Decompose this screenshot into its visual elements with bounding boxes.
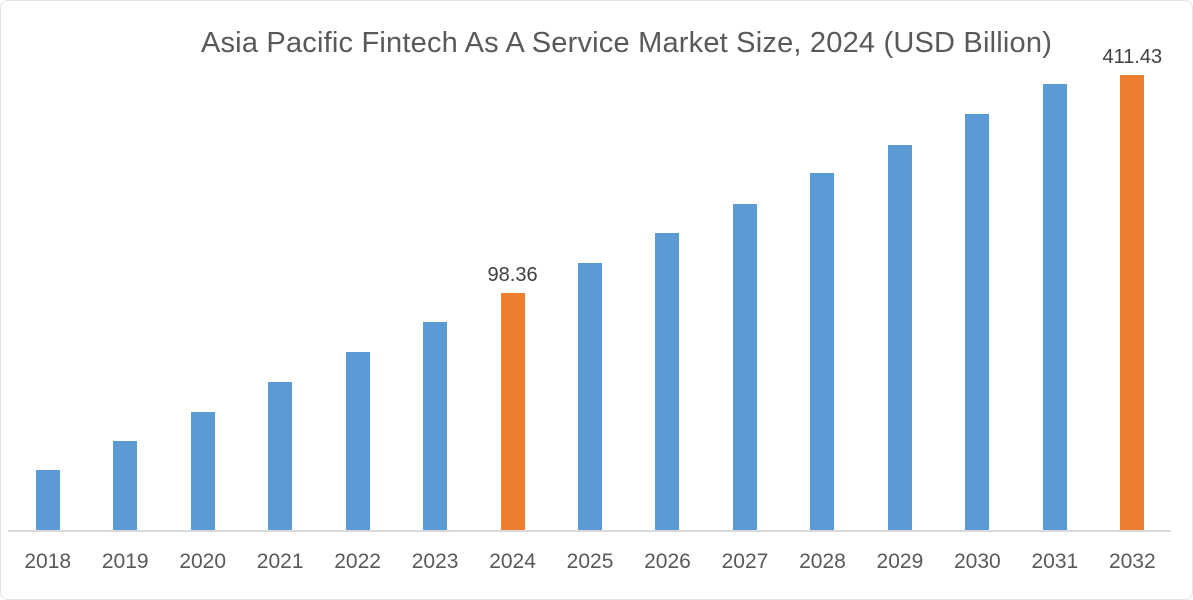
- bar-slot-2030: [939, 46, 1016, 530]
- x-tick-label-2024: 2024: [489, 550, 536, 573]
- x-tick-label-2021: 2021: [256, 550, 304, 573]
- plot-area: 98.36 411.43: [9, 46, 1171, 530]
- bar-slot-2031: [1016, 46, 1093, 530]
- bar-slot-2021: [241, 46, 318, 530]
- x-tick-label-2025: 2025: [566, 550, 614, 573]
- bar-2023: [423, 322, 448, 530]
- x-axis-line: [8, 530, 1171, 532]
- bar-2031: [1042, 84, 1067, 530]
- x-tick-label-2019: 2019: [101, 550, 149, 573]
- bar-slot-2026: [629, 46, 706, 530]
- x-tick-label-2032: 2032: [1108, 550, 1156, 573]
- x-tick-label-2022: 2022: [334, 550, 381, 573]
- bar-slot-2025: [551, 46, 628, 530]
- bar-2027: [732, 204, 757, 530]
- bar-slot-2018: [9, 46, 86, 530]
- x-tick-label-2027: 2027: [721, 550, 769, 573]
- bar-slot-2027: [706, 46, 783, 530]
- bar-slot-2023: [396, 46, 473, 530]
- x-tick-label-2018: 2018: [24, 550, 72, 573]
- x-tick-label-2028: 2028: [799, 550, 846, 573]
- bar-2029: [887, 145, 912, 530]
- bar-2024: [500, 293, 525, 530]
- data-label-2032: 411.43: [1102, 46, 1163, 68]
- bar-slot-2020: [164, 46, 241, 530]
- bar-slot-2032: 411.43: [1094, 46, 1171, 530]
- x-axis-labels: 2018 2019 2020 2021 2022 2023 2024 2025 2026 2027…: [9, 550, 1171, 574]
- bar-2020: [190, 412, 215, 530]
- bar-2018: [35, 470, 60, 530]
- bar-2022: [345, 352, 370, 530]
- bar-2025: [578, 263, 603, 530]
- x-tick-label-2031: 2031: [1031, 550, 1079, 573]
- bar-slot-2029: [861, 46, 938, 530]
- x-tick-label-2030: 2030: [954, 550, 1001, 573]
- bar-slot-2019: [86, 46, 163, 530]
- bar-slot-2028: [784, 46, 861, 530]
- bar-slot-2022: [319, 46, 396, 530]
- chart-title: Asia Pacific Fintech As A Service Market…: [200, 27, 1053, 59]
- x-tick-label-2020: 2020: [179, 550, 227, 573]
- bar-2026: [655, 233, 680, 530]
- bar-2032: [1120, 75, 1145, 530]
- bar-2030: [965, 114, 990, 530]
- x-tick-label-2023: 2023: [411, 550, 459, 573]
- bar-2021: [268, 382, 293, 530]
- bars-container: 98.36 411.43: [9, 46, 1171, 530]
- bar-slot-2024: 98.36: [474, 46, 551, 530]
- bar-2028: [810, 173, 835, 530]
- data-label-2024: 98.36: [487, 264, 538, 286]
- x-tick-label-2029: 2029: [876, 550, 924, 573]
- bar-2019: [113, 441, 138, 530]
- x-tick-label-2026: 2026: [644, 550, 691, 573]
